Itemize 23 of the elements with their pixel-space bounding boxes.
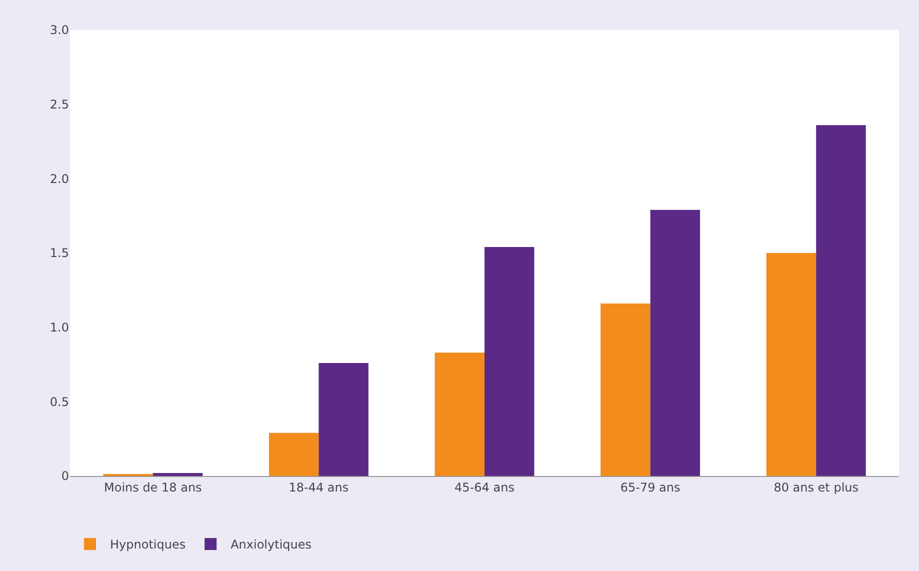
- y-tick-label: 3.0: [50, 23, 69, 38]
- bar: [650, 210, 700, 476]
- legend-label: Hypnotiques: [110, 538, 186, 552]
- bar: [766, 253, 816, 476]
- y-tick-label: 1.0: [50, 320, 69, 335]
- x-tick-label: 80 ans et plus: [774, 480, 859, 494]
- y-tick-label: 0: [61, 469, 69, 484]
- y-tick-label: 0.5: [50, 394, 69, 409]
- y-tick-label: 2.5: [50, 98, 69, 112]
- y-tick-label: 1.5: [50, 246, 69, 260]
- legend-label: Anxiolytiques: [230, 538, 312, 552]
- bar: [600, 304, 650, 476]
- bar: [434, 352, 484, 476]
- x-tick-label: Moins de 18 ans: [104, 480, 202, 494]
- bar: [152, 473, 203, 476]
- bar: [816, 125, 866, 476]
- bar: [484, 247, 534, 476]
- y-tick-label: 2.0: [50, 172, 69, 186]
- x-tick-label: 18-44 ans: [288, 480, 349, 494]
- bar: [268, 432, 319, 476]
- x-tick-label: 65-79 ans: [620, 480, 680, 494]
- x-tick-label: 45-64 ans: [454, 480, 514, 494]
- bar: [318, 363, 368, 476]
